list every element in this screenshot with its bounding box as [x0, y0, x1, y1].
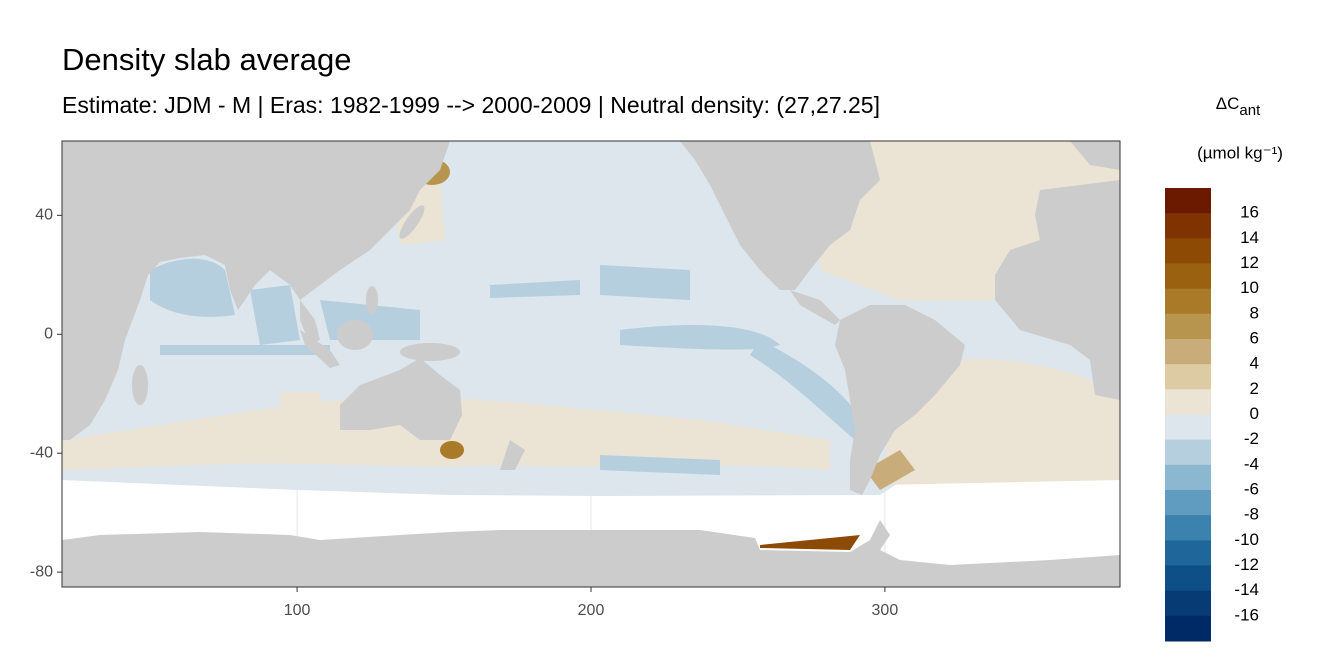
legend-tick-label: -12 [1234, 555, 1259, 574]
ocean-patch [880, 359, 1120, 485]
land [132, 365, 148, 405]
land [400, 343, 460, 361]
legend-title: ΔCant [1216, 94, 1261, 118]
legend-unit: (µmol kg⁻¹) [1197, 143, 1283, 162]
legend-tick-label: -8 [1244, 505, 1259, 524]
chart-subtitle: Estimate: JDM - M | Eras: 1982-1999 --> … [62, 92, 880, 118]
land [366, 286, 378, 314]
land [300, 330, 340, 368]
y-tick-label: 0 [44, 325, 53, 342]
ocean-patch [760, 535, 860, 550]
land [680, 141, 880, 290]
land [340, 358, 462, 440]
ocean-patch [600, 265, 690, 300]
y-tick-label: -80 [30, 563, 53, 580]
x-tick-label: 200 [578, 602, 605, 619]
legend-swatch [1165, 515, 1211, 541]
legend-tick-label: 14 [1240, 228, 1259, 247]
legend-swatch [1165, 364, 1211, 390]
legend-tick-label: 16 [1240, 203, 1259, 222]
ocean-patch [865, 450, 915, 490]
legend-tick-label: -6 [1244, 479, 1259, 498]
legend-swatch [1165, 188, 1211, 214]
legend-swatch [1165, 389, 1211, 415]
legend-tick-label: 2 [1250, 379, 1259, 398]
land [500, 440, 525, 470]
land [337, 320, 373, 350]
legend-swatch [1165, 313, 1211, 340]
legend-swatch [1165, 615, 1211, 642]
legend-swatch [1165, 288, 1211, 315]
land [1070, 141, 1120, 170]
ocean-patch [250, 285, 300, 345]
legend-tick-label: 10 [1240, 278, 1259, 297]
ocean-patch [160, 345, 330, 355]
y-tick-label: -40 [30, 444, 53, 461]
axes: 100 200 300 -80 -40 0 40 [30, 207, 898, 620]
legend-swatch [1165, 414, 1211, 441]
legend-tick-label: -2 [1244, 429, 1259, 448]
legend-title-sub: ant [1239, 102, 1261, 119]
legend-swatch [1165, 339, 1211, 365]
legend-title-main: ΔC [1216, 94, 1240, 113]
legend-swatch [1165, 464, 1211, 491]
ocean-patch [150, 258, 235, 317]
legend-tick-label: 0 [1250, 404, 1259, 423]
ocean-patch [600, 455, 720, 475]
land [300, 300, 320, 345]
legend-swatch [1165, 439, 1211, 466]
legend-tick-label: 4 [1250, 354, 1259, 373]
legend: 16 14 12 10 8 6 4 2 0 -2 -4 -6 -8 -10 -12 -14 -16 [1165, 188, 1259, 642]
legend-tick-label: 6 [1250, 328, 1259, 347]
legend-swatch [1165, 540, 1211, 566]
legend-tick-label: -16 [1234, 605, 1259, 624]
map [62, 141, 1120, 587]
chart-title: Density slab average [62, 42, 352, 77]
land [995, 180, 1120, 400]
legend-tick-label: -14 [1234, 580, 1259, 599]
ocean-patch [440, 441, 464, 459]
legend-swatch [1165, 213, 1211, 239]
land [62, 141, 450, 440]
ocean-patch [750, 340, 855, 440]
legend-tick-label: -10 [1234, 530, 1259, 549]
legend-swatch [1165, 490, 1211, 516]
legend-swatch [1165, 263, 1211, 290]
land [790, 290, 840, 325]
land [62, 520, 1120, 587]
ocean-patch [620, 325, 780, 350]
x-tick-label: 100 [284, 602, 311, 619]
legend-tick-label: -4 [1244, 454, 1259, 473]
x-tick-label: 300 [872, 602, 899, 619]
y-tick-label: 40 [35, 207, 53, 224]
legend-tick-label: 12 [1240, 253, 1259, 272]
land [399, 205, 425, 239]
ocean-patch [490, 280, 580, 298]
legend-swatch [1165, 590, 1211, 617]
legend-swatch [1165, 238, 1211, 264]
legend-swatch [1165, 565, 1211, 592]
legend-tick-label: 8 [1250, 303, 1259, 322]
ocean-patch [280, 392, 320, 408]
land [835, 305, 965, 495]
